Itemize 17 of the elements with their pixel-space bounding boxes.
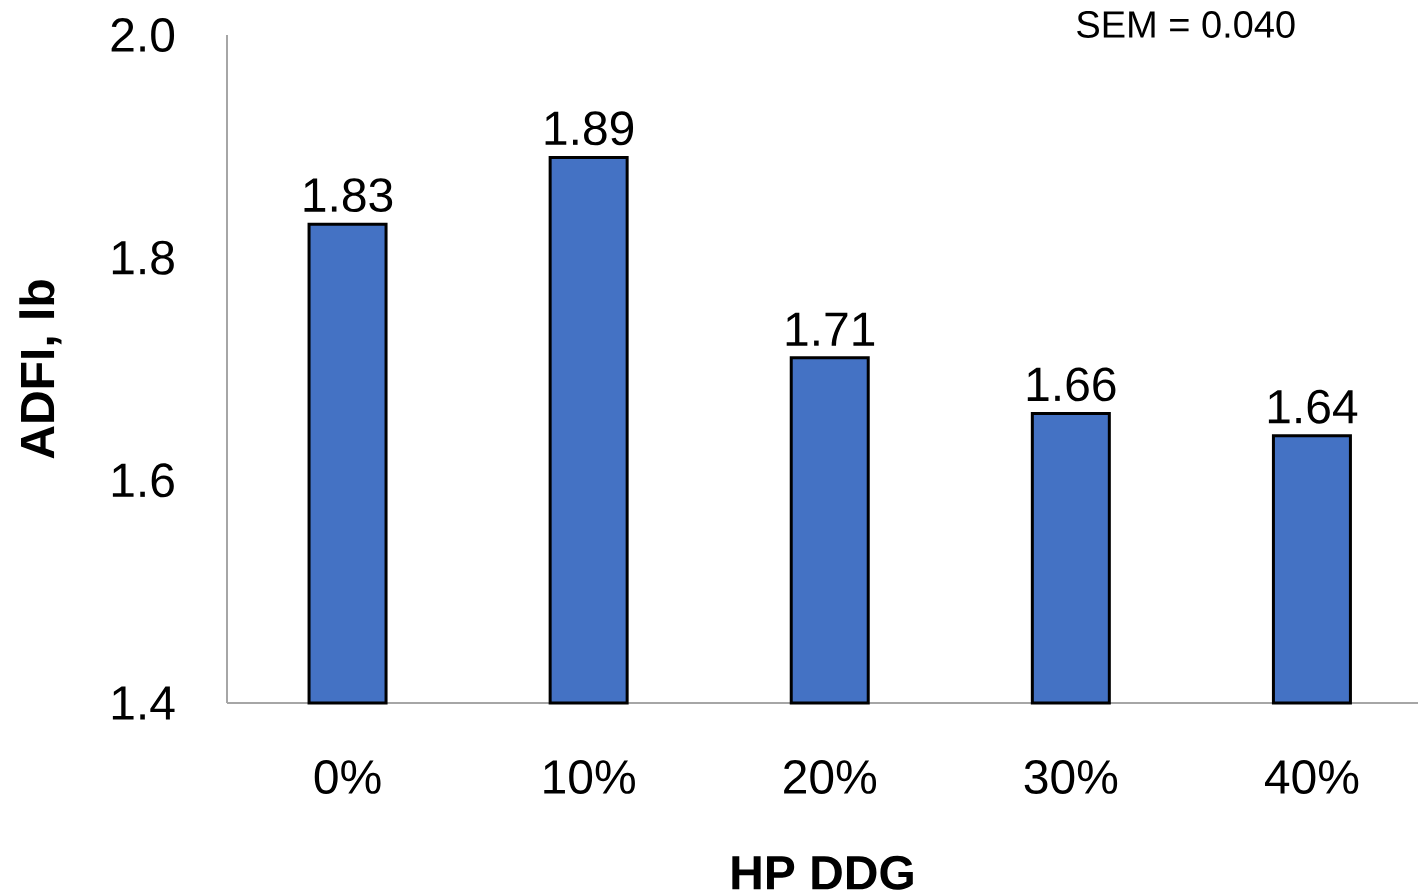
data-label: 1.66 [1027,367,1116,402]
y-axis-title: ADFI, lb [19,280,62,459]
y-tick-label: 1.4 [112,686,175,720]
data-label: 1.83 [304,178,393,213]
data-label: 1.64 [1268,389,1358,424]
annotation: SEM = 0.040 [1077,11,1295,38]
x-axis-title: HP DDG [732,855,913,890]
data-label: 1.89 [545,111,634,146]
x-tick-label: 10% [544,760,635,795]
x-tick-label: 20% [784,760,877,795]
x-tick-label: 0% [314,760,381,795]
y-tick-label: 1.6 [112,463,174,498]
y-tick-label: 1.8 [112,240,174,275]
y-tick-label: 2.0 [111,18,175,52]
x-tick-label: 30% [1024,760,1118,795]
data-label: 1.71 [786,312,875,346]
x-tick-label: 40% [1264,760,1359,795]
